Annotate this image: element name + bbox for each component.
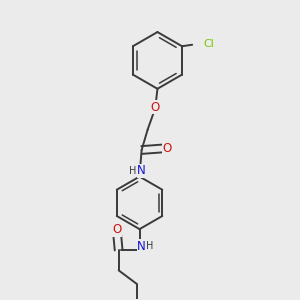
Text: O: O <box>151 101 160 114</box>
Text: H: H <box>146 242 154 251</box>
Text: H: H <box>129 166 136 176</box>
Text: N: N <box>137 240 146 253</box>
Text: N: N <box>137 164 146 177</box>
Text: O: O <box>162 142 171 155</box>
Text: Cl: Cl <box>203 39 214 49</box>
Text: O: O <box>112 223 122 236</box>
